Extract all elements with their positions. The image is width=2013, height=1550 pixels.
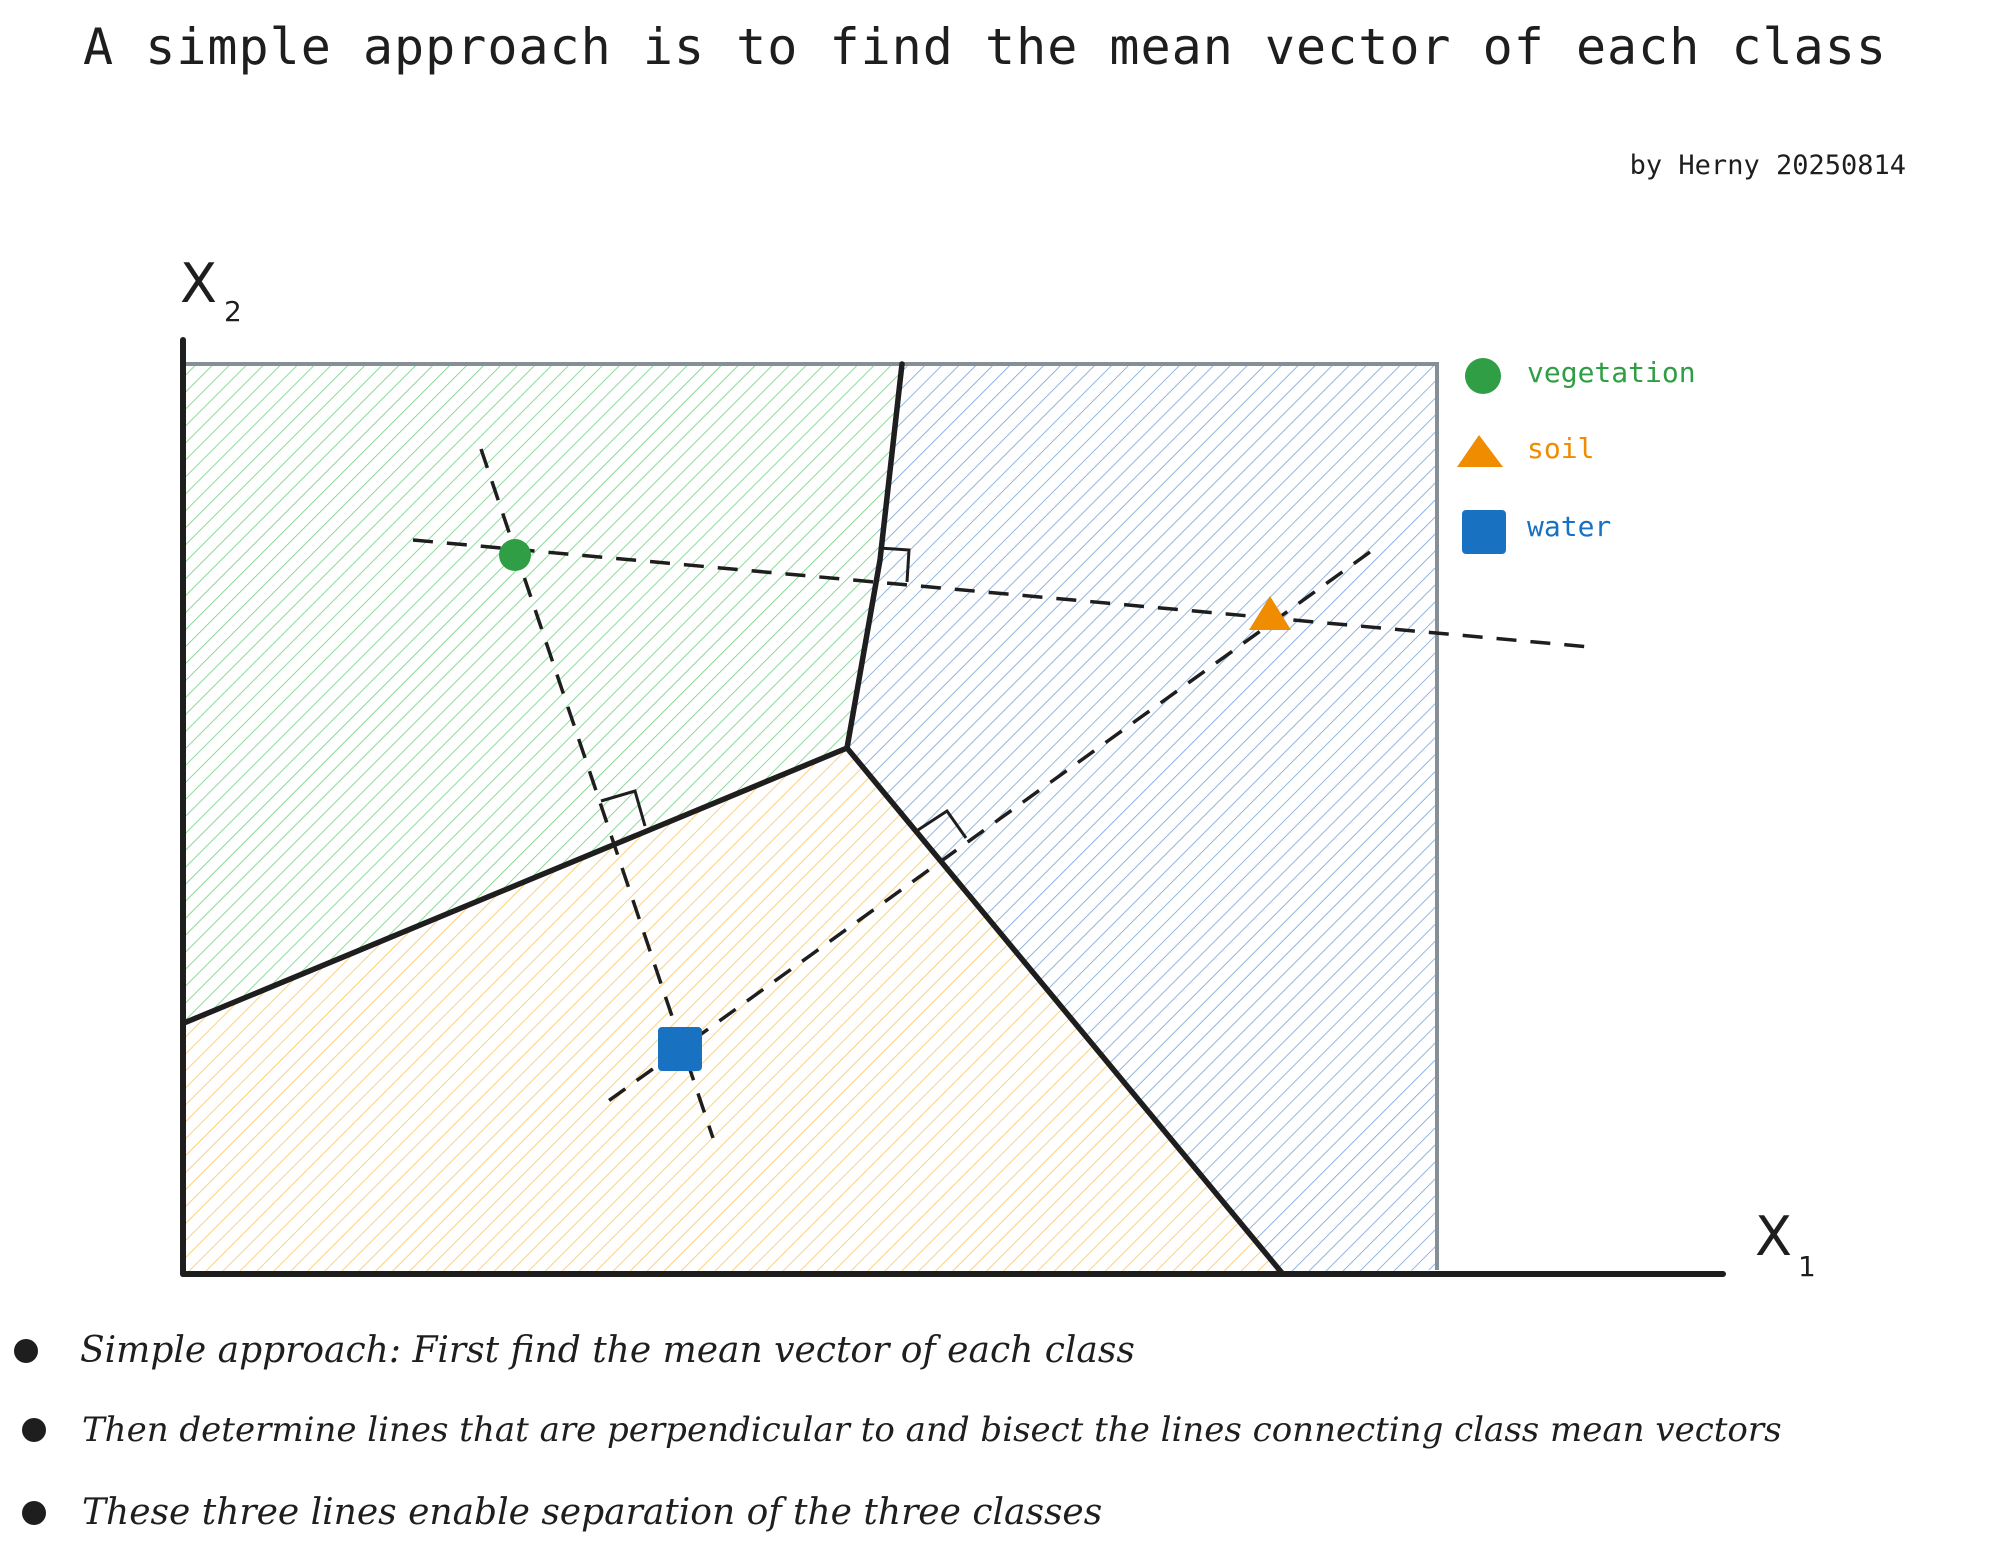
legend-soil-icon: [1457, 435, 1503, 467]
legend-vegetation-icon: [1465, 358, 1501, 394]
soil-mean-marker: [1249, 596, 1291, 630]
x-axis-label: X: [1755, 1205, 1792, 1268]
right-angle-markers: [600, 546, 968, 839]
decision-boundaries: [181, 361, 1285, 1276]
vegetation-soil-boundary: [181, 745, 850, 1026]
legend-vegetation-label: vegetation: [1527, 356, 1696, 389]
x-axis-subscript: 1: [1798, 1250, 1816, 1283]
bullet-text: Simple approach: First find the mean vec…: [80, 1330, 1135, 1371]
bullet-text: These three lines enable separation of t…: [82, 1492, 1103, 1533]
legend-soil-label: soil: [1527, 432, 1595, 465]
right-angle-marker-right: [917, 808, 968, 839]
vegetation-region: [184, 364, 902, 1023]
axes: [180, 337, 1726, 1277]
legend-water-icon: [1462, 510, 1506, 554]
soil-water-connector: [598, 550, 1372, 1109]
bullet-text: Then determine lines that are perpendicu…: [82, 1410, 1782, 1450]
region-outline: [184, 362, 1439, 1270]
water-mean-marker: [658, 1027, 702, 1071]
y-axis-subscript: 2: [224, 295, 242, 328]
right-angle-marker-left: [600, 789, 647, 827]
bullet-dot-icon: [14, 1338, 38, 1363]
bullet-item: These three lines enable separation of t…: [14, 1492, 1102, 1533]
author-credit: by Herny 20250814: [1629, 150, 1906, 181]
y-axis-label: X: [180, 252, 217, 315]
vegetation-soil-connector: [412, 538, 1591, 649]
diagram-title: A simple approach is to find the mean ve…: [83, 18, 1887, 76]
vegetation-mean-marker: [499, 539, 531, 571]
bullet-item: Simple approach: First find the mean vec…: [14, 1330, 1135, 1371]
bullet-item: Then determine lines that are perpendicu…: [14, 1410, 1782, 1450]
bullet-dot-icon: [22, 1418, 46, 1442]
bullet-dot-icon: [22, 1500, 46, 1525]
legend-water-label: water: [1527, 510, 1612, 543]
soil-water-boundary: [844, 745, 1285, 1276]
vegetation-water-boundary: [844, 361, 905, 751]
right-angle-marker-top: [878, 546, 911, 583]
